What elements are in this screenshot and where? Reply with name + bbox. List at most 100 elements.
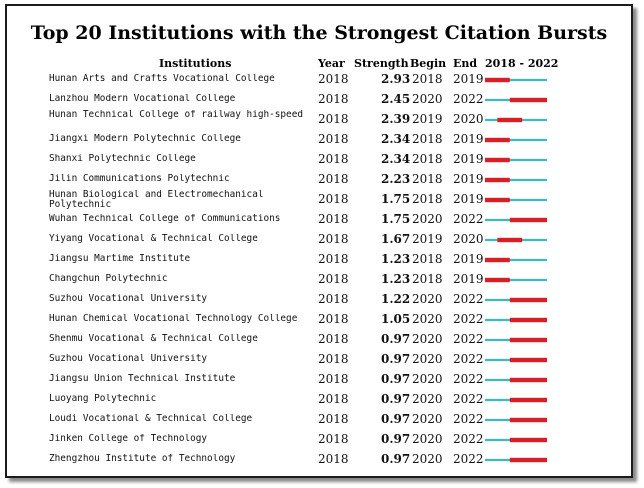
- begin-cell: 2018: [412, 152, 443, 166]
- year-cell: 2018: [318, 212, 349, 226]
- year-cell: 2018: [318, 372, 349, 386]
- end-cell: 2020: [453, 232, 484, 246]
- begin-cell: 2018: [412, 132, 443, 146]
- end-cell: 2019: [453, 252, 484, 266]
- begin-cell: 2020: [412, 432, 443, 446]
- burst-segment: [485, 177, 510, 183]
- year-cell: 2018: [318, 312, 349, 326]
- end-cell: 2022: [453, 432, 484, 446]
- institution-label: Lanzhou Modern Vocational College: [49, 94, 236, 104]
- strength-cell: 0.97: [381, 352, 411, 366]
- institution-label: Jiangsu Martime Institute: [49, 254, 191, 264]
- strength-cell: 1.22: [381, 292, 411, 306]
- begin-cell: 2020: [412, 92, 443, 106]
- end-cell: 2022: [453, 92, 484, 106]
- strength-cell: 1.23: [381, 272, 411, 286]
- begin-cell: 2020: [412, 372, 443, 386]
- institution-label: Jinken College of Technology: [49, 434, 208, 444]
- burst-segment: [485, 277, 510, 283]
- begin-cell: 2020: [412, 292, 443, 306]
- strength-cell: 0.97: [381, 432, 411, 446]
- institution-label: Hunan Chemical Vocational Technology Col…: [49, 314, 298, 324]
- chart-frame: Top 20 Institutions with the Strongest C…: [5, 4, 633, 478]
- strength-cell: 1.67: [381, 232, 411, 246]
- begin-cell: 2020: [412, 212, 443, 226]
- burst-timeline-chart: [485, 77, 547, 463]
- institution-label: Suzhou Vocational University: [49, 294, 208, 304]
- year-cell: 2018: [318, 412, 349, 426]
- strength-cell: 1.23: [381, 252, 411, 266]
- institution-label: Shenmu Vocational & Technical College: [49, 334, 258, 344]
- institution-label: Loudi Vocational & Technical College: [49, 414, 253, 424]
- institution-label: Suzhou Vocational University: [49, 354, 208, 364]
- institution-label: Shanxi Polytechnic College: [49, 154, 196, 164]
- end-cell: 2019: [453, 192, 484, 206]
- institution-label: Hunan Technical College of railway high-…: [49, 110, 303, 120]
- strength-cell: 1.75: [381, 192, 411, 206]
- begin-cell: 2018: [412, 192, 443, 206]
- burst-segment: [509, 417, 547, 423]
- strength-cell: 0.97: [381, 392, 411, 406]
- begin-cell: 2019: [412, 112, 443, 126]
- strength-cell: 2.39: [381, 112, 411, 126]
- year-cell: 2018: [318, 392, 349, 406]
- strength-cell: 0.97: [381, 412, 411, 426]
- end-cell: 2022: [453, 312, 484, 326]
- year-cell: 2018: [318, 352, 349, 366]
- year-cell: 2018: [318, 432, 349, 446]
- year-cell: 2018: [318, 232, 349, 246]
- burst-segment: [485, 257, 510, 263]
- strength-cell: 2.93: [381, 72, 411, 86]
- end-cell: 2020: [453, 112, 484, 126]
- header-end: End: [453, 57, 478, 70]
- header-strength: Strength: [354, 57, 409, 70]
- end-cell: 2022: [453, 412, 484, 426]
- burst-segment: [497, 117, 523, 123]
- year-cell: 2018: [318, 452, 349, 466]
- chart-title: Top 20 Institutions with the Strongest C…: [30, 22, 608, 44]
- burst-segment: [497, 237, 523, 243]
- begin-cell: 2018: [412, 252, 443, 266]
- begin-cell: 2018: [412, 272, 443, 286]
- year-cell: 2018: [318, 292, 349, 306]
- burst-segment: [485, 137, 510, 143]
- burst-segment: [509, 97, 547, 103]
- institution-label: Jiangxi Modern Polytechnic College: [49, 134, 241, 144]
- year-cell: 2018: [318, 72, 349, 86]
- strength-cell: 0.97: [381, 452, 411, 466]
- burst-segment: [509, 357, 547, 363]
- strength-cell: 2.45: [381, 92, 411, 106]
- end-cell: 2019: [453, 272, 484, 286]
- strength-cell: 2.23: [381, 172, 411, 186]
- end-cell: 2022: [453, 352, 484, 366]
- burst-segment: [485, 77, 510, 83]
- end-cell: 2022: [453, 372, 484, 386]
- year-cell: 2018: [318, 272, 349, 286]
- begin-cell: 2020: [412, 412, 443, 426]
- end-cell: 2019: [453, 72, 484, 86]
- strength-cell: 1.05: [381, 312, 411, 326]
- burst-segment: [509, 317, 547, 323]
- begin-cell: 2020: [412, 312, 443, 326]
- end-cell: 2022: [453, 332, 484, 346]
- year-cell: 2018: [318, 112, 349, 126]
- begin-cell: 2020: [412, 392, 443, 406]
- begin-cell: 2020: [412, 352, 443, 366]
- end-cell: 2022: [453, 212, 484, 226]
- header-begin: Begin: [410, 57, 447, 70]
- header-timeline: 2018 - 2022: [485, 57, 559, 70]
- burst-segment: [509, 437, 547, 443]
- institution-label: Zhengzhou Institute of Technology: [49, 454, 236, 464]
- header-year: Year: [318, 57, 345, 70]
- institution-label: Yiyang Vocational & Technical College: [49, 234, 258, 244]
- end-cell: 2022: [453, 292, 484, 306]
- begin-cell: 2019: [412, 232, 443, 246]
- year-cell: 2018: [318, 252, 349, 266]
- burst-segment: [509, 337, 547, 343]
- institution-label: Hunan Biological and Electromechanical P…: [49, 190, 264, 210]
- institution-label: Luoyang Polytechnic: [49, 394, 157, 404]
- begin-cell: 2020: [412, 452, 443, 466]
- end-cell: 2019: [453, 152, 484, 166]
- institution-label: Jiangsu Union Technical Institute: [49, 374, 236, 384]
- strength-cell: 0.97: [381, 372, 411, 386]
